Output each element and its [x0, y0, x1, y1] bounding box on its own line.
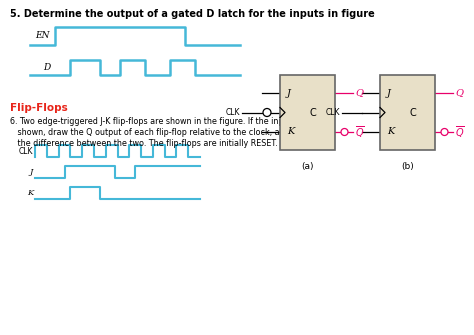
- Text: K: K: [387, 128, 394, 136]
- Text: shown, draw the Q output of each flip-flop relative to the clock, and explain: shown, draw the Q output of each flip-fl…: [10, 128, 321, 137]
- Text: J: J: [29, 168, 33, 176]
- Text: K: K: [27, 189, 33, 197]
- Text: Flip-Flops: Flip-Flops: [10, 103, 68, 113]
- Text: Q: Q: [355, 88, 363, 97]
- Text: CLK: CLK: [18, 146, 33, 155]
- Text: D: D: [43, 63, 50, 72]
- Text: (b): (b): [401, 162, 414, 171]
- Text: J: J: [287, 88, 291, 97]
- Circle shape: [341, 129, 348, 135]
- Text: C: C: [310, 108, 317, 118]
- Text: C: C: [410, 108, 417, 118]
- Text: CLK: CLK: [226, 108, 240, 117]
- Bar: [380, 75, 435, 150]
- Text: J: J: [387, 88, 391, 97]
- Text: 6. Two edge-triggered J-K flip-flops are shown in the figure. If the inputs are : 6. Two edge-triggered J-K flip-flops are…: [10, 117, 323, 126]
- Text: $\overline{Q}$: $\overline{Q}$: [355, 124, 365, 140]
- Circle shape: [441, 129, 448, 135]
- Text: 5. Determine the output of a gated D latch for the inputs in figure: 5. Determine the output of a gated D lat…: [10, 9, 375, 19]
- Text: EN: EN: [36, 31, 50, 41]
- Text: (a): (a): [301, 162, 314, 171]
- Text: K: K: [287, 128, 294, 136]
- Circle shape: [263, 109, 271, 117]
- Text: CLK: CLK: [326, 108, 340, 117]
- Bar: [280, 75, 335, 150]
- Text: Q: Q: [455, 88, 463, 97]
- Text: $\overline{Q}$: $\overline{Q}$: [455, 124, 465, 140]
- Text: the difference between the two. The flip-flops are initially RESET.: the difference between the two. The flip…: [10, 139, 278, 148]
